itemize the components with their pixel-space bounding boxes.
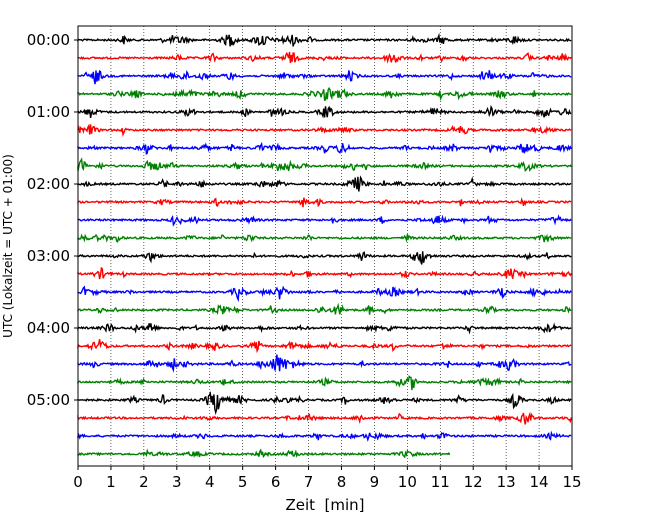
seismogram-trace xyxy=(77,197,572,208)
seismogram-trace xyxy=(77,354,572,373)
seismogram-trace xyxy=(77,104,572,119)
seismogram-trace xyxy=(77,175,572,192)
seismogram-trace xyxy=(77,375,572,391)
seismogram-traces xyxy=(77,32,572,459)
y-axis-label: UTC (Lokalzeit = UTC + 01:00) xyxy=(1,154,15,338)
x-tick-label: 7 xyxy=(304,473,314,491)
seismogram-trace xyxy=(77,322,572,335)
y-tick-label: 03:00 xyxy=(27,247,70,265)
seismogram-trace xyxy=(77,430,572,442)
seismogram-trace xyxy=(77,266,572,280)
x-tick-label: 11 xyxy=(431,473,450,491)
x-tick-label: 5 xyxy=(238,473,248,491)
x-tick-label: 6 xyxy=(271,473,281,491)
seismogram-trace xyxy=(77,285,572,303)
x-tick-label: 13 xyxy=(497,473,516,491)
x-tick-label: 0 xyxy=(73,473,83,491)
seismogram-trace xyxy=(77,390,572,416)
seismogram-trace xyxy=(77,69,572,85)
x-axis-ticks: 0 1 2 3 4 5 6 7 8 9 10 11 12 13 14 15 xyxy=(73,466,582,491)
x-tick-label: 4 xyxy=(205,473,215,491)
x-tick-label: 9 xyxy=(370,473,380,491)
seismogram-trace xyxy=(77,448,451,459)
y-axis-ticks: 00:00 01:00 02:00 03:00 04:00 05:00 xyxy=(27,31,78,409)
x-tick-label: 1 xyxy=(106,473,116,491)
x-tick-label: 14 xyxy=(530,473,549,491)
x-axis-label: Zeit [min] xyxy=(285,496,364,514)
x-tick-label: 2 xyxy=(139,473,149,491)
x-tick-label: 3 xyxy=(172,473,182,491)
seismogram-trace xyxy=(77,141,572,155)
y-tick-label: 00:00 xyxy=(27,31,70,49)
y-tick-label: 04:00 xyxy=(27,319,70,337)
plot-frame xyxy=(77,25,573,467)
seismogram-trace xyxy=(77,51,572,64)
x-tick-label: 15 xyxy=(562,473,581,491)
seismogram-trace xyxy=(77,214,572,227)
x-tick-label: 12 xyxy=(464,473,483,491)
x-tick-label: 10 xyxy=(398,473,417,491)
seismogram-trace xyxy=(77,302,572,315)
x-tick-label: 8 xyxy=(337,473,347,491)
seismogram-trace xyxy=(77,411,572,425)
y-tick-label: 05:00 xyxy=(27,391,70,409)
seismogram-trace xyxy=(77,32,572,47)
seismogram-trace xyxy=(77,339,572,354)
seismogram-trace xyxy=(77,157,572,172)
vertical-grid xyxy=(110,26,540,466)
y-tick-label: 01:00 xyxy=(27,103,70,121)
seismogram-trace xyxy=(77,86,572,102)
seismogram-trace xyxy=(77,233,572,243)
y-tick-label: 02:00 xyxy=(27,175,70,193)
seismogram-trace xyxy=(77,251,572,265)
seismogram-trace xyxy=(77,123,572,137)
